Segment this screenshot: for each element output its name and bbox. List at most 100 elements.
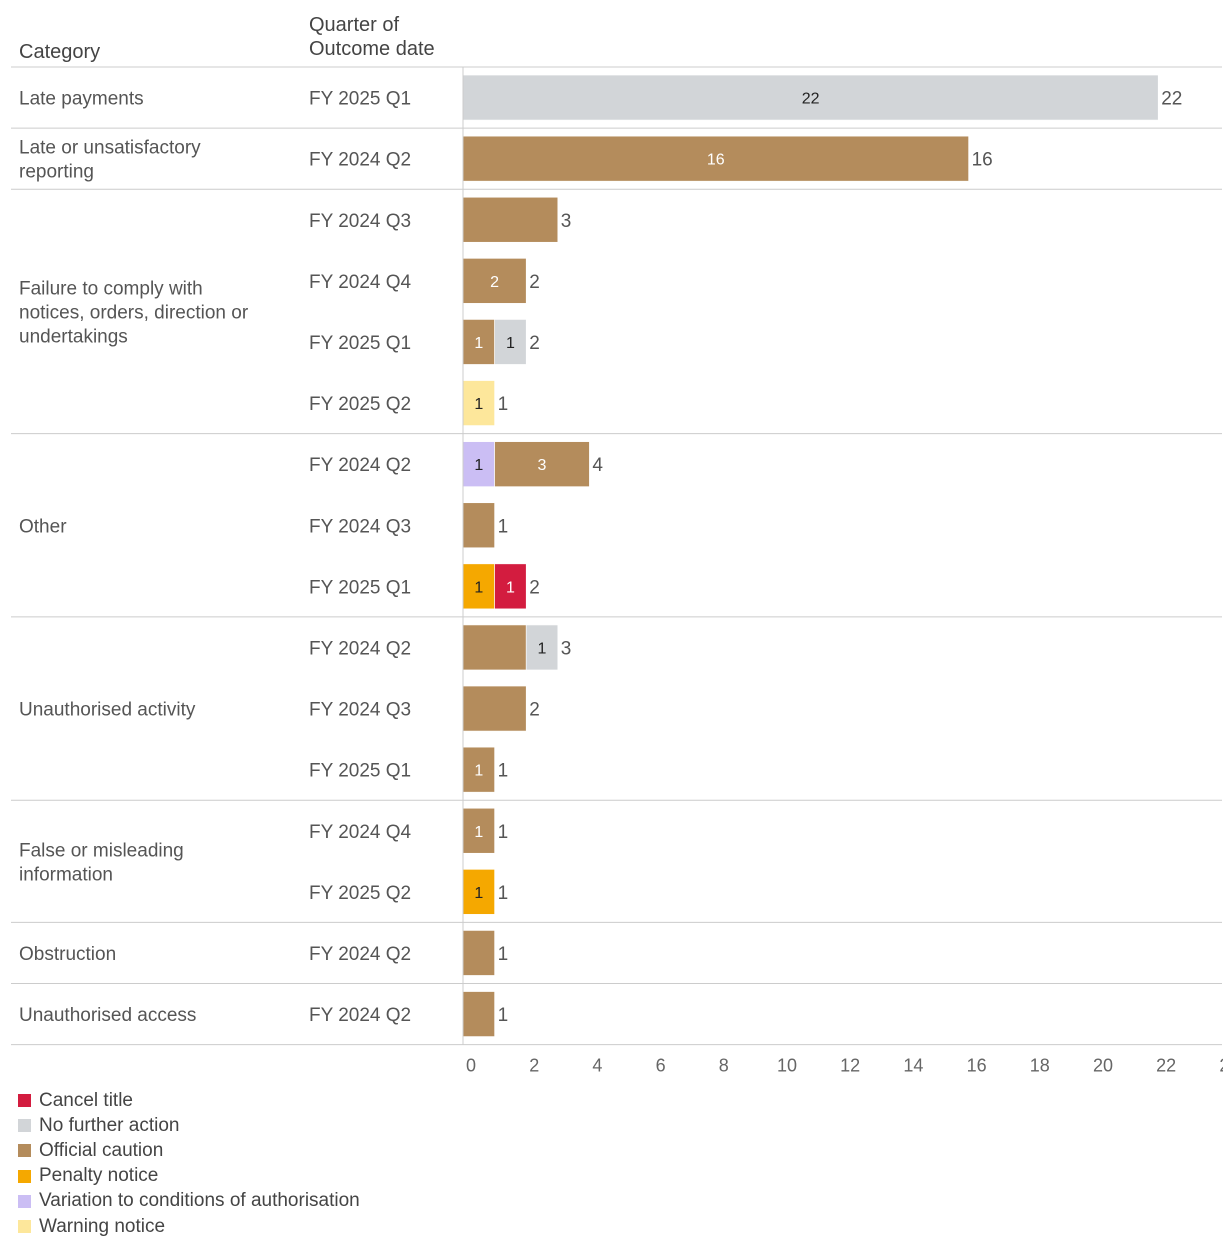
bar-total-label: 1 — [498, 516, 509, 537]
legend-item: Variation to conditions of authorisation — [18, 1189, 360, 1214]
category-label: notices, orders, direction or — [19, 302, 249, 323]
category-label: Late payments — [19, 89, 144, 110]
bar-total-label: 2 — [529, 700, 540, 721]
legend-item: Warning notice — [18, 1214, 360, 1239]
bar-segment-label: 1 — [474, 824, 483, 841]
quarter-label: FY 2025 Q1 — [309, 89, 411, 110]
quarter-label: FY 2025 Q2 — [309, 883, 411, 904]
legend-item: Cancel title — [18, 1088, 360, 1113]
bar-segment-label: 16 — [707, 152, 725, 169]
x-tick-label: 20 — [1093, 1056, 1113, 1076]
bar-segment — [462, 74, 1159, 121]
bar-total-label: 2 — [529, 577, 540, 598]
legend-label: No further action — [39, 1114, 180, 1136]
bar-segment — [494, 563, 527, 610]
x-tick-label: 12 — [840, 1056, 860, 1076]
x-tick-label: 8 — [719, 1056, 729, 1076]
bar-segment — [462, 930, 495, 976]
bar-segment — [462, 502, 495, 549]
x-tick-label: 10 — [777, 1056, 797, 1076]
quarter-label: FY 2024 Q2 — [309, 455, 411, 476]
quarter-label: FY 2024 Q2 — [309, 944, 411, 965]
x-tick-label: 4 — [592, 1056, 602, 1076]
bar-total-label: 1 — [498, 883, 509, 904]
bar-segment-label: 2 — [490, 274, 499, 291]
category-label: undertakings — [19, 326, 128, 347]
quarter-header-line-2: Outcome date — [309, 38, 435, 60]
bar-total-label: 2 — [529, 272, 540, 293]
legend-swatch — [18, 1094, 31, 1108]
bar-segment — [462, 380, 495, 426]
bar-segment — [462, 991, 495, 1037]
bar-segment-label: 1 — [474, 457, 483, 474]
bar-total-label: 1 — [498, 944, 509, 965]
quarter-label: FY 2025 Q1 — [309, 333, 411, 354]
quarter-column-header: Quarter of Outcome date — [309, 13, 435, 61]
bar-segment — [462, 624, 527, 671]
quarter-label: FY 2025 Q2 — [309, 394, 411, 415]
category-label: reporting — [19, 162, 94, 183]
bar-total-label: 2 — [529, 333, 540, 354]
category-label: Late or unsatisfactory — [19, 138, 201, 159]
quarter-label: FY 2025 Q1 — [309, 577, 411, 598]
bar-total-label: 1 — [498, 1005, 509, 1026]
category-label: Obstruction — [19, 944, 116, 965]
legend-label: Cancel title — [39, 1089, 133, 1111]
x-tick-label: 6 — [656, 1056, 666, 1076]
legend-label: Warning notice — [39, 1215, 166, 1237]
quarter-label: FY 2024 Q4 — [309, 822, 412, 843]
x-tick-label: 2 — [529, 1056, 539, 1076]
legend-swatch — [18, 1194, 31, 1208]
x-tick-label: 22 — [1156, 1056, 1176, 1076]
legend-swatch — [18, 1169, 31, 1183]
bar-segment-label: 1 — [538, 640, 547, 657]
bar-segment — [462, 746, 495, 793]
legend-label: Penalty notice — [39, 1165, 159, 1187]
legend-label: Official caution — [39, 1139, 164, 1161]
bar-total-label: 16 — [972, 150, 993, 171]
legend-swatch — [18, 1144, 31, 1158]
category-label: Unauthorised activity — [19, 700, 196, 721]
bar-segment-label: 3 — [538, 457, 547, 474]
bar-segment — [462, 135, 969, 182]
bar-segment — [462, 196, 559, 243]
bar-segment-label: 1 — [474, 335, 483, 352]
bar-segment — [525, 624, 559, 671]
x-tick-label: 18 — [1030, 1056, 1050, 1076]
legend-item: No further action — [18, 1113, 360, 1138]
bar-segment-label: 1 — [506, 579, 515, 596]
bar-total-label: 3 — [561, 211, 572, 232]
bar-segment-label: 1 — [506, 335, 515, 352]
bar-total-label: 22 — [1161, 89, 1182, 110]
bar-total-label: 3 — [561, 638, 572, 659]
legend-item: Official caution — [18, 1138, 360, 1163]
quarter-label: FY 2024 Q4 — [309, 272, 412, 293]
bar-total-label: 1 — [498, 761, 509, 782]
legend-swatch — [18, 1220, 31, 1234]
quarter-label: FY 2024 Q3 — [309, 516, 411, 537]
quarter-label: FY 2024 Q2 — [309, 638, 411, 659]
chart-legend: Cancel title No further action Official ca… — [18, 1088, 360, 1239]
category-label: Unauthorised access — [19, 1005, 196, 1026]
quarter-header-line-1: Quarter of — [309, 14, 400, 36]
quarter-label: FY 2024 Q2 — [309, 1005, 411, 1026]
quarter-label: FY 2024 Q3 — [309, 700, 411, 721]
bar-segment — [494, 441, 590, 487]
x-tick-label: 0 — [466, 1056, 476, 1076]
bar-segment — [462, 807, 495, 854]
bar-total-label: 4 — [592, 455, 603, 476]
legend-label: Variation to conditions of authorisation — [39, 1190, 360, 1212]
x-tick-label: 16 — [967, 1056, 987, 1076]
bar-segment — [462, 869, 495, 915]
x-tick-label: 24 — [1219, 1056, 1223, 1076]
bar-segment — [462, 685, 527, 732]
category-label: Failure to comply with — [19, 278, 203, 299]
bar-segment — [494, 319, 527, 365]
category-label: False or misleading — [19, 840, 184, 861]
category-label: Other — [19, 516, 67, 537]
bar-segment-label: 1 — [474, 579, 483, 596]
bar-total-label: 1 — [498, 822, 509, 843]
category-column-header: Category — [19, 41, 101, 63]
bar-segment-label: 22 — [802, 91, 820, 108]
